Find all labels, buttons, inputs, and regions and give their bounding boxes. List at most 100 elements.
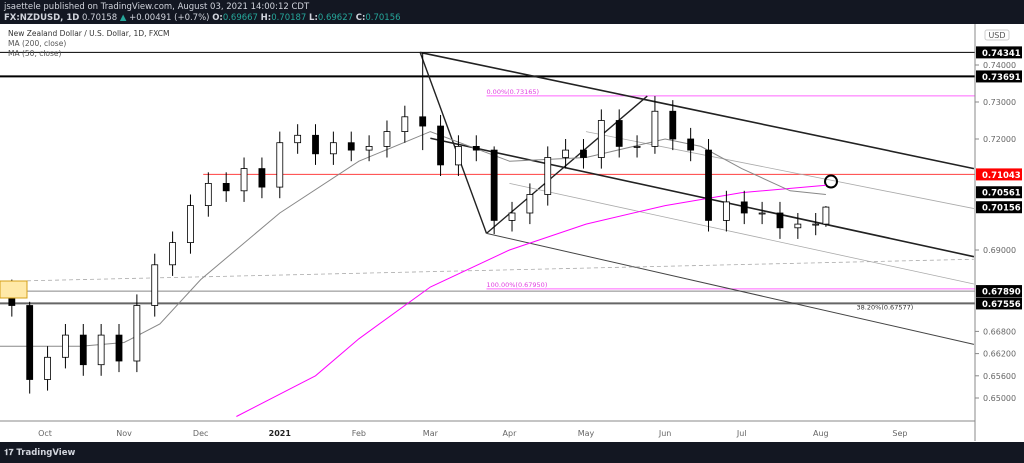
y-tick-label: 0.73000 bbox=[983, 98, 1016, 107]
candle bbox=[758, 212, 766, 215]
candle bbox=[490, 149, 498, 221]
price-label: 0.67556 bbox=[982, 300, 1021, 310]
legend-title[interactable]: New Zealand Dollar / U.S. Dollar, 1D, FX… bbox=[8, 29, 170, 38]
open-value: 0.69667 bbox=[222, 13, 258, 23]
trend-line[interactable] bbox=[486, 95, 648, 234]
candle bbox=[115, 334, 123, 362]
candle bbox=[776, 212, 784, 229]
y-tick-label: 0.74000 bbox=[983, 61, 1016, 70]
candle bbox=[705, 149, 712, 221]
candle bbox=[151, 264, 159, 306]
candle bbox=[187, 205, 194, 244]
x-tick-label: Jun bbox=[658, 429, 672, 438]
candle bbox=[822, 206, 830, 225]
price-label-bg bbox=[976, 297, 1022, 310]
y-tick-label: 0.66800 bbox=[983, 327, 1016, 336]
candle bbox=[687, 138, 695, 151]
candle bbox=[544, 157, 552, 195]
candle bbox=[347, 142, 355, 151]
candle bbox=[740, 201, 748, 214]
candle bbox=[276, 142, 284, 188]
tradingview-logo: 𝟏𝟕 TradingView bbox=[4, 448, 76, 458]
legend-ma200[interactable]: MA (200, close) bbox=[8, 39, 67, 48]
candle bbox=[44, 356, 51, 380]
price-label-bg bbox=[976, 46, 1022, 59]
chart-legend: New Zealand Dollar / U.S. Dollar, 1D, FX… bbox=[8, 29, 169, 59]
candle bbox=[508, 212, 516, 221]
candle bbox=[383, 131, 391, 147]
ma200-line bbox=[236, 184, 826, 417]
x-tick-label: Oct bbox=[38, 429, 52, 438]
candle bbox=[240, 168, 248, 192]
fib-level-label: 0.00%(0.73165) bbox=[486, 88, 539, 96]
fib-level-label: 38.20%(0.67577) bbox=[857, 304, 914, 312]
price-change: +0.00491 (+0.7%) bbox=[129, 13, 210, 23]
candle bbox=[633, 145, 641, 148]
target-circle-marker[interactable] bbox=[824, 174, 839, 189]
legend-ma50[interactable]: MA (50, close) bbox=[8, 49, 62, 58]
chart-background bbox=[0, 24, 1024, 442]
published-line: jsaettele published on TradingView.com, … bbox=[4, 2, 310, 12]
trend-line[interactable] bbox=[0, 258, 974, 282]
price-label-bg bbox=[976, 168, 1022, 181]
last-price: 0.70158 bbox=[82, 13, 118, 23]
candle bbox=[62, 334, 69, 358]
price-label: 0.70156 bbox=[982, 204, 1021, 214]
price-label: 0.70561 bbox=[982, 189, 1021, 199]
candle bbox=[419, 116, 427, 127]
price-label-bg bbox=[976, 201, 1022, 214]
fib-level-label: 100.00%(0.67950) bbox=[486, 281, 547, 289]
currency-label: USD bbox=[988, 31, 1005, 40]
candle bbox=[97, 334, 105, 366]
candle bbox=[204, 182, 212, 206]
price-label-bg bbox=[976, 285, 1022, 298]
trend-line[interactable] bbox=[486, 232, 975, 345]
y-tick-label: 0.72000 bbox=[983, 135, 1016, 144]
candle bbox=[669, 110, 677, 140]
highlight-box bbox=[0, 280, 28, 299]
symbol-line: FX:NZDUSD, 1D 0.70158 ▲ +0.00491 (+0.7%)… bbox=[4, 13, 401, 23]
trend-line[interactable] bbox=[585, 131, 975, 209]
price-label: 0.71043 bbox=[982, 171, 1021, 181]
tv-logo-icon: 𝟏𝟕 bbox=[4, 448, 17, 458]
candle bbox=[437, 125, 444, 166]
up-arrow-icon: ▲ bbox=[119, 13, 127, 23]
candle bbox=[294, 134, 302, 144]
candle bbox=[472, 145, 480, 151]
candle bbox=[794, 223, 802, 229]
high-value: 0.70187 bbox=[271, 13, 307, 23]
x-tick-label: 2021 bbox=[269, 429, 292, 438]
candle bbox=[615, 120, 623, 147]
trend-line[interactable] bbox=[419, 51, 975, 170]
trend-line[interactable] bbox=[509, 183, 975, 285]
candle bbox=[597, 120, 605, 158]
candle bbox=[169, 242, 177, 266]
trend-line[interactable] bbox=[430, 137, 975, 258]
price-label: 0.74341 bbox=[982, 49, 1021, 59]
candle bbox=[526, 194, 534, 214]
candle bbox=[329, 142, 337, 155]
y-tick-label: 0.66200 bbox=[983, 350, 1016, 359]
candle bbox=[812, 223, 820, 226]
candle bbox=[722, 201, 730, 221]
publish-header: jsaettele published on TradingView.com, … bbox=[4, 2, 401, 24]
candle bbox=[79, 334, 87, 366]
candle bbox=[133, 305, 141, 362]
y-tick-label: 0.69000 bbox=[983, 246, 1016, 255]
candle bbox=[365, 145, 373, 151]
x-tick-label: Mar bbox=[423, 429, 439, 438]
price-label: 0.73691 bbox=[982, 73, 1021, 83]
x-tick-label: Nov bbox=[116, 429, 132, 438]
symbol: FX:NZDUSD, 1D bbox=[4, 13, 80, 23]
currency-badge[interactable] bbox=[984, 29, 1010, 41]
x-tick-label: Feb bbox=[352, 429, 366, 438]
price-label-bg bbox=[976, 186, 1022, 199]
y-tick-label: 0.65000 bbox=[983, 394, 1016, 403]
x-tick-label: Jul bbox=[736, 429, 747, 438]
x-tick-label: Aug bbox=[813, 429, 829, 438]
candle bbox=[580, 149, 587, 158]
y-tick-label: 0.65600 bbox=[983, 372, 1016, 381]
price-label: 0.67890 bbox=[982, 288, 1021, 298]
price-label-bg bbox=[976, 70, 1022, 83]
